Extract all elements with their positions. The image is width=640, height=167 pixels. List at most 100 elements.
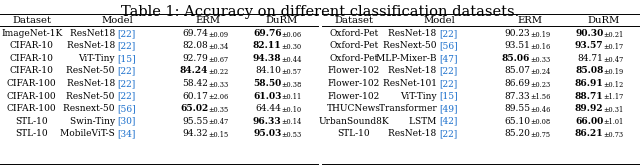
Text: 69.74: 69.74 xyxy=(182,29,209,38)
Text: 90.23: 90.23 xyxy=(504,29,531,38)
Text: [49]: [49] xyxy=(440,104,458,113)
Text: ±0.15: ±0.15 xyxy=(209,131,228,139)
Text: 93.51: 93.51 xyxy=(504,41,531,50)
Text: [22]: [22] xyxy=(118,29,136,38)
Text: 64.44: 64.44 xyxy=(255,104,282,113)
Text: ±0.30: ±0.30 xyxy=(282,43,301,51)
Text: ±0.19: ±0.19 xyxy=(531,31,550,39)
Text: ResNet-101: ResNet-101 xyxy=(383,79,440,88)
Text: ±0.53: ±0.53 xyxy=(282,131,301,139)
Text: ±0.19: ±0.19 xyxy=(604,68,623,76)
Text: ±0.09: ±0.09 xyxy=(209,31,228,39)
Text: 61.03: 61.03 xyxy=(253,92,282,101)
Text: [22]: [22] xyxy=(118,66,136,75)
Text: ResNet-18: ResNet-18 xyxy=(388,66,440,75)
Text: THUCNews: THUCNews xyxy=(327,104,381,113)
Text: 66.00: 66.00 xyxy=(575,117,604,126)
Text: Table 1: Accuracy on different classification datasets.: Table 1: Accuracy on different classific… xyxy=(121,5,519,19)
Text: CIFAR-100: CIFAR-100 xyxy=(7,79,56,88)
Text: 58.42: 58.42 xyxy=(182,79,209,88)
Text: Model: Model xyxy=(102,16,134,25)
Text: ±0.33: ±0.33 xyxy=(209,81,228,89)
Text: Oxford-Pet: Oxford-Pet xyxy=(329,29,378,38)
Text: 95.03: 95.03 xyxy=(253,129,282,138)
Text: [15]: [15] xyxy=(118,54,136,63)
Text: 86.69: 86.69 xyxy=(504,79,531,88)
Text: ±0.47: ±0.47 xyxy=(604,56,623,64)
Text: ±0.10: ±0.10 xyxy=(282,106,301,114)
Text: 85.08: 85.08 xyxy=(575,66,604,75)
Text: [22]: [22] xyxy=(118,79,136,88)
Text: Dataset: Dataset xyxy=(12,16,51,25)
Text: Flower-102: Flower-102 xyxy=(328,92,380,101)
Text: ±1.17: ±1.17 xyxy=(604,93,623,101)
Text: LSTM: LSTM xyxy=(410,117,440,126)
Text: ERM: ERM xyxy=(518,16,543,25)
Text: [47]: [47] xyxy=(440,54,458,63)
Text: 88.71: 88.71 xyxy=(575,92,604,101)
Text: ResNet-18: ResNet-18 xyxy=(388,29,440,38)
Text: ±0.24: ±0.24 xyxy=(531,68,550,76)
Text: MLP-Mixer-B: MLP-Mixer-B xyxy=(376,54,440,63)
Text: 86.91: 86.91 xyxy=(575,79,604,88)
Text: ±0.47: ±0.47 xyxy=(209,118,228,126)
Text: 65.02: 65.02 xyxy=(180,104,209,113)
Text: CIFAR-100: CIFAR-100 xyxy=(7,92,56,101)
Text: 87.33: 87.33 xyxy=(504,92,531,101)
Text: [22]: [22] xyxy=(440,79,458,88)
Text: Swin-Tiny: Swin-Tiny xyxy=(70,117,118,126)
Text: STL-10: STL-10 xyxy=(337,129,370,138)
Text: DuRM: DuRM xyxy=(588,16,620,25)
Text: STL-10: STL-10 xyxy=(15,129,48,138)
Text: [56]: [56] xyxy=(440,41,458,50)
Text: [15]: [15] xyxy=(440,92,458,101)
Text: 96.33: 96.33 xyxy=(253,117,282,126)
Text: 85.07: 85.07 xyxy=(504,66,531,75)
Text: ±0.12: ±0.12 xyxy=(604,81,623,89)
Text: Resnext-50: Resnext-50 xyxy=(63,104,118,113)
Text: DuRM: DuRM xyxy=(266,16,298,25)
Text: CIFAR-10: CIFAR-10 xyxy=(10,66,54,75)
Text: ERM: ERM xyxy=(196,16,221,25)
Text: UrbanSound8K: UrbanSound8K xyxy=(318,117,389,126)
Text: 94.32: 94.32 xyxy=(182,129,209,138)
Text: ±1.56: ±1.56 xyxy=(531,93,550,101)
Text: 89.92: 89.92 xyxy=(575,104,604,113)
Text: ViT-Tiny: ViT-Tiny xyxy=(400,92,440,101)
Text: Flower-102: Flower-102 xyxy=(328,79,380,88)
Text: 60.17: 60.17 xyxy=(182,92,209,101)
Text: ±0.57: ±0.57 xyxy=(282,68,301,76)
Text: Transformer: Transformer xyxy=(379,104,440,113)
Text: CIFAR-10: CIFAR-10 xyxy=(10,54,54,63)
Text: 65.10: 65.10 xyxy=(504,117,531,126)
Text: 86.21: 86.21 xyxy=(575,129,604,138)
Text: ±0.22: ±0.22 xyxy=(209,68,228,76)
Text: [56]: [56] xyxy=(118,104,136,113)
Text: ResNet-18: ResNet-18 xyxy=(67,41,118,50)
Text: [22]: [22] xyxy=(440,29,458,38)
Text: 82.11: 82.11 xyxy=(253,41,282,50)
Text: 93.57: 93.57 xyxy=(575,41,604,50)
Text: 84.71: 84.71 xyxy=(577,54,604,63)
Text: [30]: [30] xyxy=(118,117,136,126)
Text: 69.76: 69.76 xyxy=(253,29,282,38)
Text: ±0.38: ±0.38 xyxy=(282,81,301,89)
Text: 84.10: 84.10 xyxy=(255,66,282,75)
Text: ±0.35: ±0.35 xyxy=(209,106,228,114)
Text: ±2.06: ±2.06 xyxy=(209,93,228,101)
Text: [34]: [34] xyxy=(118,129,136,138)
Text: 58.50: 58.50 xyxy=(253,79,282,88)
Text: ±0.34: ±0.34 xyxy=(209,43,228,51)
Text: ±0.73: ±0.73 xyxy=(604,131,623,139)
Text: ResNet-18: ResNet-18 xyxy=(388,129,440,138)
Text: ±0.46: ±0.46 xyxy=(531,106,550,114)
Text: ±0.75: ±0.75 xyxy=(531,131,550,139)
Text: STL-10: STL-10 xyxy=(15,117,48,126)
Text: ±0.16: ±0.16 xyxy=(531,43,550,51)
Text: ±0.17: ±0.17 xyxy=(604,43,623,51)
Text: [22]: [22] xyxy=(118,92,136,101)
Text: 84.24: 84.24 xyxy=(180,66,209,75)
Text: 95.55: 95.55 xyxy=(182,117,209,126)
Text: ResNet-50: ResNet-50 xyxy=(67,66,118,75)
Text: ±0.23: ±0.23 xyxy=(531,81,550,89)
